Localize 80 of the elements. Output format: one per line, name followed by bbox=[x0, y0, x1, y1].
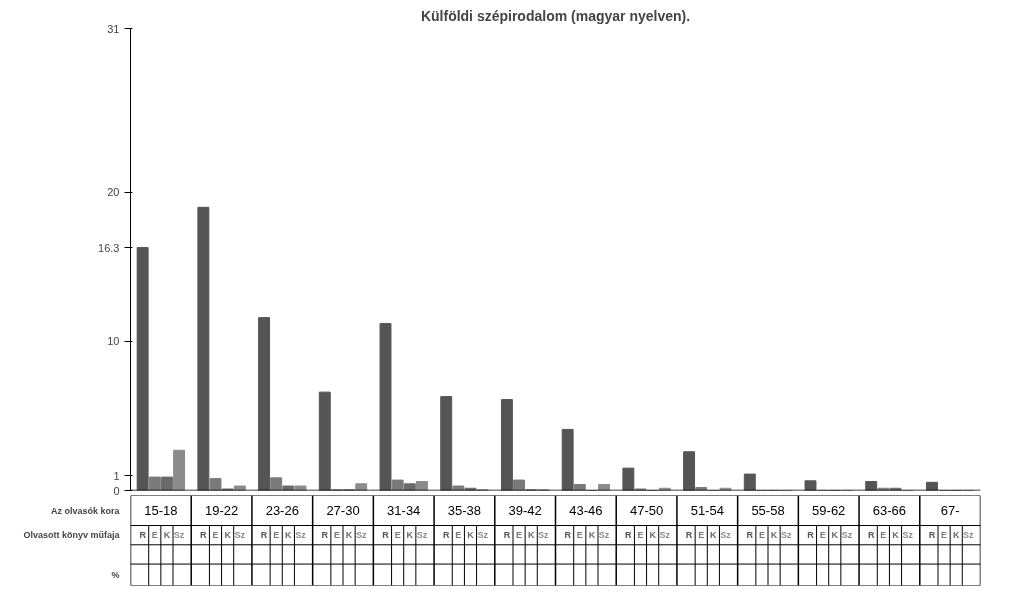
text: E bbox=[394, 530, 401, 541]
text: Sz bbox=[416, 530, 428, 541]
text: Sz bbox=[477, 530, 488, 541]
text: Sz bbox=[780, 530, 792, 541]
text: E bbox=[455, 530, 462, 541]
x-tick-label: 27-30 bbox=[326, 503, 360, 518]
text: R bbox=[807, 530, 814, 541]
text: R bbox=[139, 530, 147, 541]
x-tick-label: 19-22 bbox=[204, 503, 239, 518]
x-tick-label: 31-34 bbox=[387, 503, 421, 518]
text: R bbox=[382, 530, 389, 541]
text: % bbox=[111, 569, 120, 580]
x-tick-label: 63-66 bbox=[872, 503, 907, 518]
text: E bbox=[333, 530, 340, 541]
text: K bbox=[467, 530, 474, 541]
text: K bbox=[285, 530, 292, 541]
text: K bbox=[831, 530, 839, 541]
text: K bbox=[224, 530, 231, 541]
text: Sz bbox=[598, 530, 610, 541]
text: Sz bbox=[902, 530, 913, 541]
text: K bbox=[710, 530, 717, 541]
x-tick-label: 59-62 bbox=[812, 503, 846, 518]
text: R bbox=[625, 530, 632, 541]
y-tick-label: 20 bbox=[107, 186, 120, 199]
y-tick-label: 10 bbox=[107, 335, 120, 348]
text: E bbox=[698, 530, 705, 541]
chart-title: Külföldi szépirodalom (magyar nyelven). bbox=[420, 7, 691, 24]
x-tick-label: 35-38 bbox=[447, 503, 482, 518]
text: Sz bbox=[173, 530, 185, 541]
x-tick-label: 51-54 bbox=[690, 503, 724, 518]
text: E bbox=[273, 530, 280, 541]
text: Sz bbox=[963, 530, 974, 541]
text: R bbox=[746, 530, 754, 541]
text: Az olvasók kora bbox=[50, 505, 121, 516]
y-tick-label: 31 bbox=[107, 22, 120, 35]
x-tick-label: 23-26 bbox=[265, 503, 299, 518]
text: R bbox=[260, 530, 268, 541]
text: Sz bbox=[720, 530, 731, 541]
x-tick-label: 55-58 bbox=[751, 503, 785, 518]
x-tick-label: 47-50 bbox=[629, 503, 664, 518]
text: R bbox=[564, 530, 571, 541]
text: R bbox=[928, 530, 936, 541]
text: E bbox=[941, 530, 948, 541]
text: E bbox=[576, 530, 583, 541]
y-tick-label: 1 bbox=[113, 469, 120, 482]
x-tick-label: 15-18 bbox=[144, 503, 178, 518]
text: E bbox=[637, 530, 644, 541]
text: Sz bbox=[234, 530, 246, 541]
text: K bbox=[952, 530, 960, 541]
text: Sz bbox=[295, 530, 306, 541]
text: K bbox=[163, 530, 171, 541]
text: R bbox=[685, 530, 693, 541]
text: R bbox=[200, 530, 207, 541]
text: E bbox=[880, 530, 887, 541]
text: R bbox=[503, 530, 511, 541]
y-tick-label: 16.3 bbox=[98, 241, 120, 254]
text: R bbox=[321, 530, 329, 541]
text: Olvasott könyv műfaja bbox=[23, 530, 121, 541]
text: K bbox=[649, 530, 656, 541]
text: K bbox=[892, 530, 899, 541]
text: Sz bbox=[355, 530, 367, 541]
text: Sz bbox=[538, 530, 549, 541]
text: E bbox=[516, 530, 523, 541]
text: E bbox=[212, 530, 219, 541]
y-tick-label: 0 bbox=[113, 484, 120, 497]
text: Sz bbox=[659, 530, 671, 541]
x-tick-label: 39-42 bbox=[508, 503, 542, 518]
text: K bbox=[770, 530, 778, 541]
x-tick-label: 43-46 bbox=[569, 503, 603, 518]
x-tick-label: 67- bbox=[940, 503, 960, 518]
text: K bbox=[406, 530, 414, 541]
text: R bbox=[442, 530, 450, 541]
text: K bbox=[527, 530, 535, 541]
text: E bbox=[758, 530, 765, 541]
text: Sz bbox=[841, 530, 853, 541]
text: R bbox=[867, 530, 875, 541]
text: K bbox=[345, 530, 353, 541]
text: E bbox=[151, 530, 158, 541]
text: E bbox=[819, 530, 826, 541]
text: K bbox=[588, 530, 596, 541]
